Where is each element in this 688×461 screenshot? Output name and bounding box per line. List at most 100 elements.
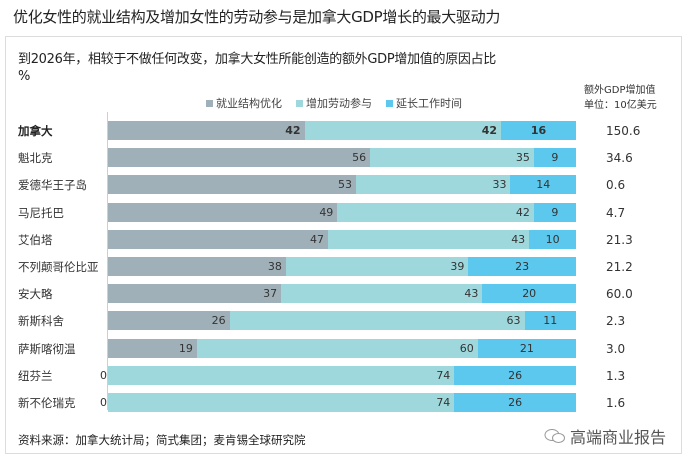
chart-panel: 到2026年，相较于不做任何改变，加拿大女性所能创造的额外GDP增加值的原因占比… <box>5 36 682 454</box>
segment-value: 33 <box>492 178 507 192</box>
segment-value: 42 <box>285 124 301 137</box>
segment-value: 26 <box>211 314 226 328</box>
gdp-value: 150.6 <box>606 124 641 138</box>
bar-segment: 42 <box>337 202 534 222</box>
bar-segment: 43 <box>327 229 530 249</box>
bar-segment: 42 <box>304 121 502 140</box>
segment-value: 60 <box>459 341 474 355</box>
chart-row: 不列颠哥伦比亚 38 39 23 21.2 <box>6 257 681 277</box>
gdp-unit-header: 额外GDP增加值 单位：10亿美元 <box>584 83 674 113</box>
y-axis-line <box>107 112 108 410</box>
bar-segment: 9 <box>533 202 576 222</box>
row-label: 爱德华王子岛 <box>18 178 87 193</box>
bar-segment: 19 <box>108 338 197 358</box>
segment-value: 9 <box>551 151 559 165</box>
chart-row: 安大略 37 43 20 60.0 <box>6 284 681 304</box>
segment-value: 26 <box>508 368 523 382</box>
page-title: 优化女性的就业结构及增加女性的劳动参与是加拿大GDP增长的最大驱动力 <box>13 8 501 26</box>
segment-value: 35 <box>515 151 530 165</box>
stacked-bar: 56 35 9 <box>108 148 576 168</box>
chart-row: 萨斯喀彻温 19 60 21 3.0 <box>6 338 681 359</box>
bar-segment: 14 <box>510 175 576 195</box>
bar-segment: 60 <box>196 338 478 358</box>
row-label: 不列颠哥伦比亚 <box>18 260 99 274</box>
row-label: 萨斯喀彻温 <box>18 341 76 356</box>
row-label: 新斯科舍 <box>18 314 64 329</box>
bar-segment: 56 <box>108 148 371 168</box>
bar-segment: 10 <box>529 229 576 249</box>
gdp-value: 21.3 <box>606 232 633 247</box>
bar-segment: 20 <box>482 284 576 304</box>
segment-value: 14 <box>536 178 551 192</box>
segment-value: 47 <box>309 232 324 246</box>
bar-segment: 43 <box>281 284 483 304</box>
stacked-bar: 53 33 14 <box>108 175 576 195</box>
legend-swatch-icon <box>206 99 213 107</box>
bar-segment: 47 <box>108 229 328 249</box>
gdp-value: 1.6 <box>606 396 626 410</box>
legend-swatch-icon <box>296 99 303 107</box>
legend-label: 就业结构优化 <box>216 97 282 110</box>
legend-label: 延长工作时间 <box>396 97 462 110</box>
row-label: 加拿大 <box>18 124 53 138</box>
source-note: 资料来源：加拿大统计局；简式集团；麦肯锡全球研究院 <box>18 433 306 447</box>
row-label: 艾伯塔 <box>18 232 53 247</box>
segment-value: 37 <box>263 287 278 301</box>
bar-segment: 23 <box>468 257 576 276</box>
stacked-bar: 26 63 11 <box>108 311 576 331</box>
segment-value: 74 <box>436 396 451 409</box>
wechat-icon <box>544 429 565 443</box>
chart-row: 魁北克 56 35 9 34.6 <box>6 148 681 168</box>
zero-value-label: 0 <box>100 396 107 409</box>
segment-value: 42 <box>515 205 530 219</box>
segment-value: 49 <box>319 205 334 219</box>
bar-segment: 49 <box>108 202 338 222</box>
unit-line-1: 额外GDP增加值 <box>584 85 656 96</box>
segment-value: 10 <box>545 232 560 246</box>
bar-segment: 39 <box>285 257 469 276</box>
bar-segment: 63 <box>229 311 525 331</box>
segment-value: 11 <box>543 314 558 328</box>
stacked-bar: 42 42 16 <box>108 121 576 140</box>
segment-value: 21 <box>519 341 534 355</box>
segment-value: 20 <box>522 287 537 301</box>
gdp-value: 4.7 <box>606 205 626 220</box>
watermark: 高端商业报告 <box>544 424 666 448</box>
chart-row: 新不伦瑞克 0 74 26 1.6 <box>6 393 681 413</box>
segment-value: 43 <box>464 287 479 301</box>
stacked-bar: 38 39 23 <box>108 257 576 276</box>
bar-segment: 16 <box>501 121 576 140</box>
segment-value: 16 <box>530 124 547 137</box>
bar-segment: 37 <box>108 284 282 304</box>
unit-line-2: 单位：10亿美元 <box>584 100 657 111</box>
row-label: 马尼托巴 <box>18 205 64 220</box>
chart-row: 新斯科舍 26 63 11 2.3 <box>6 311 681 331</box>
stacked-bar: 37 43 20 <box>108 284 576 304</box>
stacked-bar: 19 60 21 <box>108 338 576 358</box>
bar-segment: 26 <box>108 311 230 331</box>
row-label: 新不伦瑞克 <box>18 396 76 410</box>
segment-value: 26 <box>508 396 523 409</box>
legend-item-structure: 就业结构优化 <box>206 95 282 111</box>
bar-segment: 35 <box>370 148 534 168</box>
segment-value: 63 <box>506 314 521 328</box>
bar-segment: 42 <box>108 121 305 140</box>
chart-legend: 就业结构优化 增加劳动参与 延长工作时间 <box>206 95 462 111</box>
bar-segment: 26 <box>454 393 576 412</box>
chart-row: 加拿大 42 42 16 150.6 <box>6 121 681 141</box>
legend-item-participation: 增加劳动参与 <box>296 95 372 111</box>
chart-row: 马尼托巴 49 42 9 4.7 <box>6 202 681 223</box>
bar-segment: 38 <box>108 257 286 276</box>
segment-value: 43 <box>511 232 526 246</box>
bar-segment: 74 <box>108 365 455 385</box>
bar-segment: 74 <box>108 393 455 412</box>
segment-value: 56 <box>352 151 367 165</box>
bar-segment: 26 <box>454 365 576 385</box>
segment-value: 9 <box>551 205 559 219</box>
segment-value: 38 <box>267 260 282 273</box>
row-label: 魁北克 <box>18 151 53 166</box>
chart-row: 爱德华王子岛 53 33 14 0.6 <box>6 175 681 195</box>
segment-value: 42 <box>481 124 498 137</box>
bar-segment: 53 <box>108 175 357 195</box>
watermark-text: 高端商业报告 <box>570 428 667 447</box>
